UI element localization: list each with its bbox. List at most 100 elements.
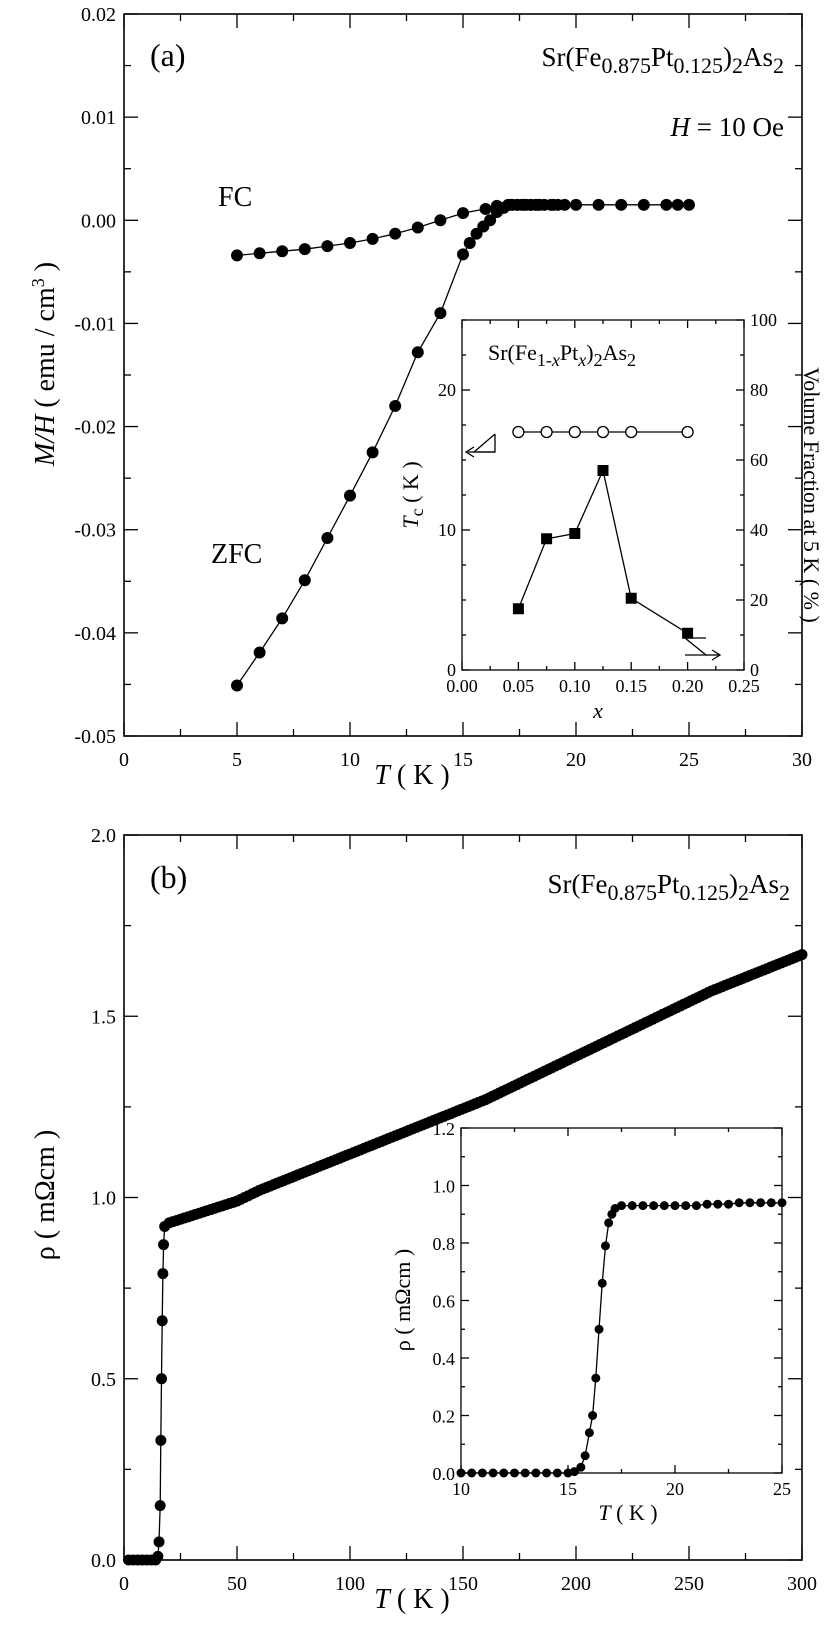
inset-b-y-tick-label: 0.6 [433, 1292, 456, 1312]
inset-a-right-tick-label: 0 [750, 660, 759, 680]
panel-a-x-tick-labels: 0 5 10 15 20 25 30 [119, 749, 812, 771]
panel-a-fc-point [615, 198, 628, 211]
panel-b-y-tick-label: 1.0 [91, 1188, 116, 1210]
panel-a-fc-point [276, 245, 289, 258]
inset-b-resistivity-point [627, 1201, 637, 1211]
inset-a-right-tick-label: 80 [750, 380, 768, 400]
inset-a-volume-fraction-point [569, 528, 581, 539]
inset-b-x-tick-label: 15 [559, 1479, 577, 1499]
panel-b-x-tick-label: 250 [674, 1573, 704, 1595]
inset-b-resistivity-point [591, 1373, 601, 1383]
inset-b-resistivity-point [756, 1198, 766, 1208]
inset-b-resistivity-point [638, 1201, 648, 1211]
inset-b-resistivity-point [702, 1199, 712, 1209]
panel-a-zfc-point [276, 612, 289, 625]
panel-a-fc-point [592, 198, 605, 211]
panel-a-zfc-point [558, 198, 571, 211]
panel-a-x-tick-label: 30 [792, 749, 812, 771]
inset-a-tc-point [681, 425, 694, 439]
panel-a-zfc-point [321, 531, 334, 544]
panel-a: 0 5 10 15 20 25 30 -0.05 -0.04 -0.03 -0.02 -0.01 0.… [28, 4, 824, 791]
inset-a-right-tick-labels: 0 20 40 60 80 100 [750, 310, 777, 680]
inset-a-volume-fraction-point [512, 603, 524, 615]
panel-a-fc-point [434, 214, 447, 227]
panel-b-x-tick-label: 0 [119, 1573, 129, 1595]
panel-a-zfc-point [231, 679, 243, 692]
inset-b-resistivity-point [649, 1201, 659, 1211]
inset-a-right-tick-label: 60 [750, 450, 768, 470]
panel-b-x-tick-label: 200 [561, 1573, 591, 1595]
panel-a-x-tick-label: 0 [119, 749, 129, 771]
panel-b-x-tick-label: 150 [448, 1573, 478, 1595]
inset-a-volume-fraction-point [682, 627, 694, 639]
panel-b-y-tick-label: 0.5 [91, 1369, 116, 1391]
inset-a-volume-fraction-point [625, 592, 637, 604]
panel-a-zfc-point [389, 399, 402, 412]
panel-b-y-axis-label: ρ ( mΩcm ) [30, 1130, 61, 1260]
panel-a-fc-point [570, 198, 582, 211]
inset-a-x-tick-label: 0.15 [615, 676, 647, 696]
inset-b-resistivity-point [604, 1218, 614, 1228]
inset-b-resistivity-point [520, 1468, 530, 1478]
inset-b-resistivity-point [499, 1468, 509, 1478]
inset-b-x-tick-label: 10 [452, 1479, 470, 1499]
inset-b-resistivity-point [597, 1278, 607, 1288]
panel-a-zfc-point [484, 214, 497, 227]
panel-a-label: (a) [150, 37, 186, 73]
panel-b-label: (b) [150, 859, 187, 895]
inset-b-resistivity-point [691, 1201, 701, 1211]
inset-a-x-axis-label: x [592, 698, 603, 723]
inset-a-volume-fraction-point [597, 465, 609, 476]
panel-b-resistivity-point [152, 1550, 164, 1562]
panel-b-resistivity-point [156, 1315, 168, 1327]
inset-b-resistivity-point [477, 1468, 487, 1478]
inset-b-resistivity-point [766, 1198, 776, 1208]
panel-b-inset-background [461, 1128, 782, 1473]
panel-a-x-tick-label: 15 [453, 749, 473, 771]
panel-b-resistivity-point [155, 1434, 167, 1446]
panel-b-x-tick-label: 300 [787, 1573, 817, 1595]
panel-a-y-tick-label: -0.02 [74, 417, 116, 439]
panel-a-y-tick-label: -0.04 [74, 623, 116, 645]
inset-b-resistivity-point [659, 1201, 669, 1211]
inset-b-x-axis-label: T ( K ) [598, 1500, 657, 1525]
panel-b-y-tick-labels: 0.0 0.5 1.0 1.5 2.0 [91, 825, 116, 1572]
inset-a-x-tick-labels: 0.00 0.05 0.10 0.15 0.20 0.25 [446, 676, 760, 696]
inset-a-left-tick-label: 0 [447, 660, 456, 680]
panel-b-resistivity-point [154, 1500, 166, 1512]
inset-b-resistivity-point [745, 1198, 755, 1208]
inset-b-resistivity-point [713, 1199, 723, 1209]
panel-b-resistivity-point [157, 1268, 169, 1280]
panel-b-ticks [123, 834, 803, 1561]
inset-b-resistivity-point [456, 1468, 466, 1478]
panel-a-fc-point [389, 227, 402, 240]
panel-a-inset-background [462, 320, 744, 670]
inset-b-y-tick-label: 0.4 [433, 1349, 456, 1369]
inset-a-left-tick-label: 20 [438, 380, 456, 400]
inset-b-x-tick-label: 25 [773, 1479, 791, 1499]
panel-a-y-tick-label: -0.05 [74, 726, 116, 748]
inset-a-right-tick-label: 100 [750, 310, 777, 330]
inset-b-y-tick-labels: 0.0 0.2 0.4 0.6 0.8 1.0 1.2 [433, 1119, 456, 1484]
panel-a-y-tick-labels: -0.05 -0.04 -0.03 -0.02 -0.01 0.00 0.01 0.02 [74, 4, 116, 748]
inset-b-resistivity-point [569, 1467, 579, 1477]
inset-b-y-tick-label: 1.0 [433, 1177, 456, 1197]
inset-b-resistivity-point [594, 1324, 604, 1334]
inset-a-left-tick-label: 10 [438, 520, 456, 540]
panel-a-zfc-point [366, 446, 379, 459]
panel-b-data-points [123, 949, 808, 1566]
inset-b-resistivity-point [488, 1468, 498, 1478]
inset-b-data-points [456, 1198, 787, 1478]
fc-curve-label: FC [218, 182, 252, 213]
panel-a-x-tick-label: 5 [232, 749, 242, 771]
inset-a-tc-point [540, 425, 553, 439]
panel-b-inset: 10 15 20 25 0.0 0.2 0.4 0.6 0.8 1.0 1.2 T ( K ) ρ… [390, 1119, 791, 1525]
panel-a-y-axis-label: M/H ( emu / cm3 ) [28, 262, 61, 467]
inset-a-x-tick-label: 0.20 [672, 676, 704, 696]
inset-b-resistivity-point [576, 1462, 586, 1472]
zfc-curve-label: ZFC [211, 539, 262, 570]
inset-b-resistivity-point [777, 1198, 787, 1208]
inset-b-y-tick-label: 1.2 [433, 1119, 456, 1139]
panel-a-y-tick-label: 0.01 [81, 107, 116, 129]
inset-a-x-tick-label: 0.10 [559, 676, 591, 696]
